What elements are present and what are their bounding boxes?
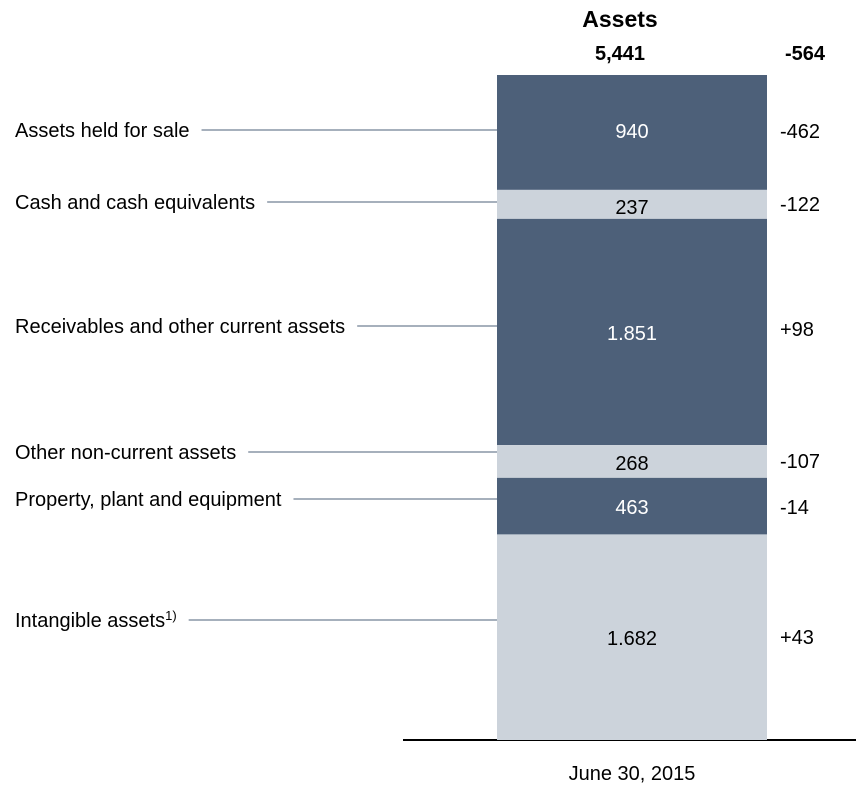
value-label: 237 xyxy=(615,197,648,219)
total-label: 5,441 xyxy=(595,43,645,65)
footnote-mark: 1) xyxy=(165,608,177,623)
bar-segment xyxy=(497,534,767,740)
category-label: Intangible assets1) xyxy=(15,608,177,632)
category-label: Property, plant and equipment xyxy=(15,489,282,511)
category-name: Intangible assets xyxy=(15,610,165,632)
bar-segment xyxy=(497,477,767,535)
category-name: Assets held for sale xyxy=(15,120,190,142)
value-label: 1.682 xyxy=(607,628,657,650)
x-tick-label: June 30, 2015 xyxy=(569,763,696,785)
category-name: Receivables and other current assets xyxy=(15,316,345,338)
change-label: +98 xyxy=(780,319,814,341)
category-label: Cash and cash equivalents xyxy=(15,192,255,214)
change-label: -122 xyxy=(780,194,820,216)
value-label: 940 xyxy=(615,121,648,143)
category-label: Other non-current assets xyxy=(15,442,236,464)
change-label: -462 xyxy=(780,121,820,143)
value-label: 463 xyxy=(615,497,648,519)
bar-segment xyxy=(497,445,767,478)
category-name: Other non-current assets xyxy=(15,442,236,464)
bar-segment xyxy=(497,189,767,219)
category-name: Property, plant and equipment xyxy=(15,489,282,511)
total-change: -564 xyxy=(785,43,826,65)
change-label: -14 xyxy=(780,497,809,519)
category-label: Receivables and other current assets xyxy=(15,316,345,338)
value-label: 268 xyxy=(615,453,648,475)
category-name: Cash and cash equivalents xyxy=(15,192,255,214)
bar-segment xyxy=(497,75,767,190)
value-label: 1.851 xyxy=(607,323,657,345)
bar-segment xyxy=(497,218,767,446)
chart-title: Assets xyxy=(582,6,657,32)
category-label: Assets held for sale xyxy=(15,120,190,142)
change-label: +43 xyxy=(780,627,814,649)
change-label: -107 xyxy=(780,451,820,473)
